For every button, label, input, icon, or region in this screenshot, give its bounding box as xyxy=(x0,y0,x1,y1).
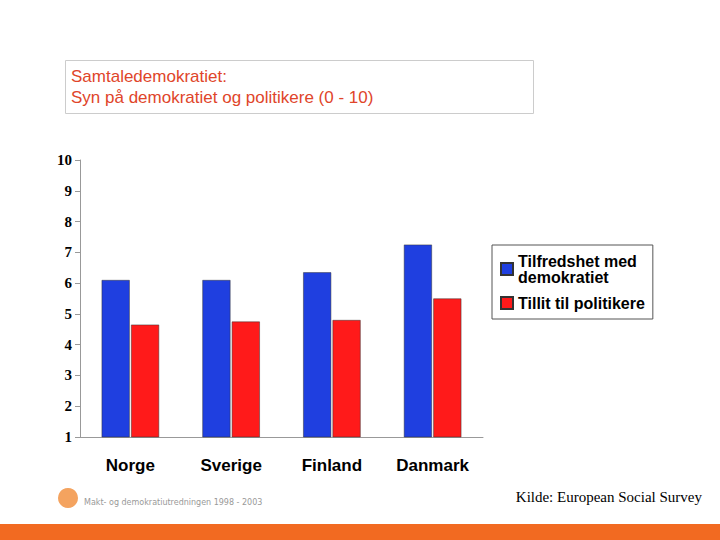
svg-text:3: 3 xyxy=(65,367,73,383)
svg-text:7: 7 xyxy=(65,244,73,260)
svg-text:Makt- og demokratiutredningen: Makt- og demokratiutredningen 1998 - 200… xyxy=(84,498,262,507)
svg-text:Syn på demokratiet og politike: Syn på demokratiet og politikere (0 - 10… xyxy=(71,88,373,107)
svg-text:Kilde: European Social Survey: Kilde: European Social Survey xyxy=(516,489,703,505)
svg-text:Norge: Norge xyxy=(106,456,155,475)
svg-text:1: 1 xyxy=(65,429,73,445)
svg-text:Samtaledemokratiet:: Samtaledemokratiet: xyxy=(71,67,227,86)
svg-text:6: 6 xyxy=(65,275,73,291)
svg-text:8: 8 xyxy=(65,214,73,230)
svg-text:demokratiet: demokratiet xyxy=(518,269,609,286)
svg-text:9: 9 xyxy=(65,183,73,199)
svg-text:Sverige: Sverige xyxy=(200,456,261,475)
svg-text:10: 10 xyxy=(57,152,72,168)
svg-text:2: 2 xyxy=(65,398,73,414)
svg-text:Tillit til politikere: Tillit til politikere xyxy=(518,295,645,312)
svg-text:Danmark: Danmark xyxy=(396,456,469,475)
svg-text:5: 5 xyxy=(65,306,73,322)
svg-text:Tilfredshet med: Tilfredshet med xyxy=(518,253,641,270)
svg-text:4: 4 xyxy=(65,337,73,353)
svg-text:Finland: Finland xyxy=(302,456,362,475)
